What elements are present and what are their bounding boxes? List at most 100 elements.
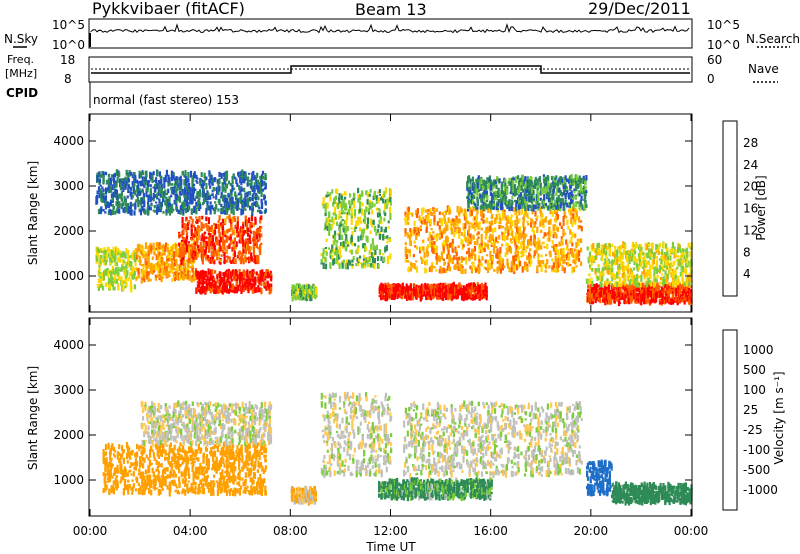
power-cell bbox=[100, 254, 103, 260]
power-cell bbox=[580, 238, 583, 244]
power-cell bbox=[96, 283, 99, 288]
power-cell bbox=[483, 247, 486, 253]
power-cell bbox=[435, 250, 438, 254]
power-cell bbox=[114, 193, 117, 198]
power-cell bbox=[361, 191, 364, 196]
power-cell bbox=[520, 251, 523, 255]
power-cell bbox=[489, 233, 492, 240]
power-cell bbox=[540, 200, 543, 205]
power-cell bbox=[421, 286, 424, 292]
power-cell bbox=[514, 225, 517, 229]
power-cell bbox=[165, 209, 168, 213]
power-cell bbox=[526, 213, 529, 218]
power-cell bbox=[164, 174, 167, 181]
power-cell bbox=[155, 254, 158, 261]
power-cell bbox=[123, 177, 126, 185]
power-cell bbox=[178, 177, 181, 183]
power-cell bbox=[170, 203, 174, 209]
power-cell bbox=[151, 174, 154, 180]
power-cell bbox=[378, 231, 381, 236]
power-cell bbox=[168, 196, 171, 203]
power-cell bbox=[150, 202, 153, 206]
power-cell bbox=[507, 228, 510, 235]
power-cell bbox=[326, 191, 329, 195]
power-cell bbox=[262, 275, 265, 282]
power-cell bbox=[426, 250, 430, 256]
power-cell bbox=[114, 258, 117, 262]
power-cell bbox=[533, 182, 536, 190]
power-cell bbox=[191, 199, 194, 204]
power-cell bbox=[540, 245, 543, 250]
power-cell bbox=[472, 234, 475, 239]
power-cell bbox=[237, 200, 240, 208]
power-cell bbox=[204, 193, 207, 200]
power-cell bbox=[125, 276, 128, 279]
power-cell bbox=[484, 282, 487, 290]
power-cell bbox=[184, 170, 187, 177]
power-cell bbox=[503, 210, 506, 213]
power-cell bbox=[109, 200, 113, 207]
power-cell bbox=[504, 227, 507, 234]
power-cell bbox=[264, 276, 267, 279]
power-cell bbox=[320, 252, 323, 257]
power-cell bbox=[469, 233, 472, 238]
power-cell bbox=[212, 286, 215, 293]
power-cell bbox=[186, 259, 189, 262]
power-cell bbox=[456, 205, 459, 212]
power-cell bbox=[481, 285, 484, 291]
power-cell bbox=[490, 181, 493, 184]
freq-tick-bottom: 8 bbox=[64, 72, 72, 86]
power-cell bbox=[214, 206, 217, 213]
power-cell bbox=[241, 204, 244, 209]
power-cell bbox=[540, 260, 543, 263]
power-cell bbox=[258, 233, 261, 238]
power-cell bbox=[375, 244, 378, 250]
power-cell bbox=[238, 184, 241, 191]
power-cell bbox=[141, 205, 144, 212]
power-cell bbox=[367, 211, 371, 215]
power-cell bbox=[518, 186, 521, 193]
power-cell bbox=[257, 204, 260, 208]
power-cell bbox=[213, 223, 216, 226]
power-cell bbox=[554, 255, 557, 263]
power-cell bbox=[467, 229, 470, 237]
power-cell bbox=[478, 259, 481, 264]
power-cell bbox=[361, 237, 364, 240]
power-cell bbox=[346, 211, 349, 215]
power-cell bbox=[122, 186, 125, 192]
power-cell bbox=[207, 193, 210, 200]
power-cell bbox=[544, 180, 547, 185]
power-cell bbox=[515, 236, 518, 243]
power-cell bbox=[181, 253, 184, 257]
power-cell bbox=[409, 232, 412, 238]
power-cell bbox=[476, 207, 479, 215]
power-cell bbox=[220, 222, 223, 229]
power-cell bbox=[336, 202, 339, 210]
power-cell bbox=[528, 191, 531, 196]
power-cell bbox=[144, 274, 148, 278]
power-cell bbox=[556, 265, 559, 273]
power-cell bbox=[388, 238, 392, 242]
power-cell bbox=[205, 176, 208, 180]
power-cell bbox=[492, 185, 495, 188]
power-cell bbox=[262, 271, 266, 278]
power-cell bbox=[213, 187, 216, 191]
power-cell bbox=[498, 264, 501, 270]
power-cell bbox=[250, 224, 253, 227]
power-cell bbox=[524, 176, 527, 183]
power-cell bbox=[415, 213, 419, 218]
power-cell bbox=[577, 240, 580, 247]
power-cell bbox=[249, 223, 252, 231]
power-cell bbox=[253, 196, 256, 200]
power-cell bbox=[477, 294, 480, 299]
power-cell bbox=[521, 196, 524, 200]
power-cell bbox=[216, 251, 219, 256]
power-cell bbox=[480, 233, 483, 238]
power-cell bbox=[124, 199, 127, 205]
power-cell bbox=[506, 204, 509, 208]
power-cell bbox=[184, 242, 188, 246]
power-cell bbox=[231, 246, 234, 252]
power-cell bbox=[102, 175, 105, 183]
power-cell bbox=[371, 209, 374, 215]
power-cell bbox=[147, 276, 150, 282]
